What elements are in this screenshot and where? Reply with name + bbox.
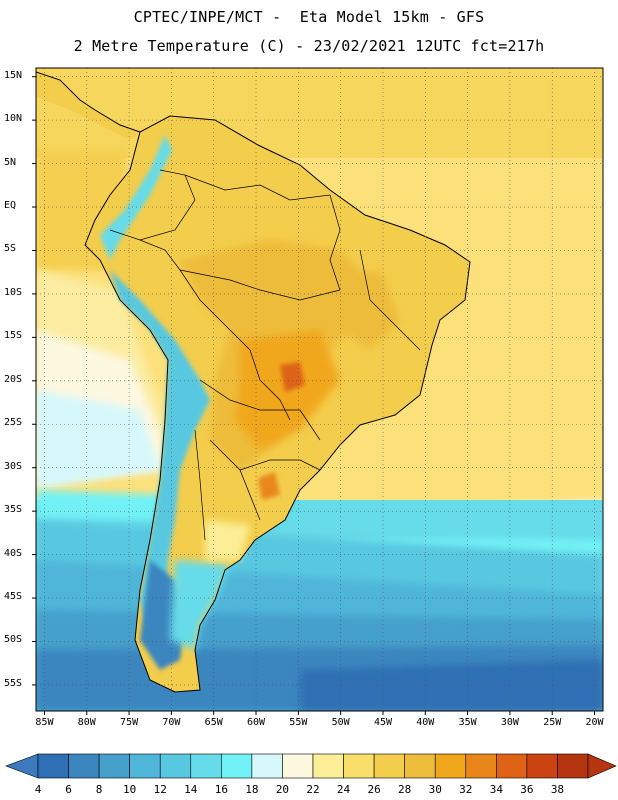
- colorbar-swatch: [496, 753, 528, 779]
- colorbar-label: 38: [550, 783, 565, 796]
- colorbar-swatch: [434, 753, 467, 779]
- colorbar-swatch: [129, 753, 161, 779]
- colorbar-label: 24: [336, 783, 351, 796]
- colorbar-label: 16: [214, 783, 228, 796]
- lon-label: 40W: [416, 717, 435, 728]
- colorbar-label: 22: [306, 783, 320, 796]
- colorbar-swatch: [282, 753, 314, 779]
- map-frame: [35, 67, 604, 712]
- colorbar-label: 20: [275, 783, 290, 796]
- colorbar-label: 32: [459, 783, 473, 796]
- lat-label: EQ: [4, 200, 17, 212]
- lon-label: 45W: [373, 717, 392, 728]
- colorbar-swatch: [526, 753, 558, 779]
- colorbar-swatch: [159, 753, 192, 779]
- lon-label: 75W: [120, 717, 139, 728]
- lat-label: 20S: [4, 373, 23, 385]
- lat-label: 25S: [4, 417, 23, 429]
- colorbar-swatch: [68, 753, 100, 779]
- colorbar-label: 26: [367, 783, 381, 796]
- colorbar-label: 36: [520, 783, 534, 796]
- colorbar-swatch: [404, 753, 436, 779]
- lon-label: 80W: [77, 717, 96, 728]
- colorbar-label: 10: [123, 783, 137, 796]
- colorbar-label: 4: [34, 783, 42, 796]
- lon-label: 85W: [35, 717, 54, 728]
- colorbar-right-arrow: [587, 753, 617, 779]
- lon-label: 70W: [162, 717, 181, 728]
- temperature-field: [36, 68, 603, 711]
- lat-label: 30S: [4, 460, 23, 472]
- lon-label: 50W: [331, 717, 350, 728]
- graticule: [36, 68, 603, 711]
- colorbar-swatch: [251, 753, 283, 779]
- colorbar-swatch: [190, 753, 222, 779]
- lat-label: 15N: [4, 69, 23, 81]
- colorbar: [5, 753, 617, 779]
- lat-label: 50S: [4, 634, 23, 646]
- lon-label: 25W: [543, 717, 562, 728]
- colorbar-swatch: [373, 753, 405, 779]
- lat-label: 10N: [4, 113, 23, 125]
- lon-label: 30W: [500, 717, 519, 728]
- colorbar-label: 28: [398, 783, 412, 796]
- colorbar-label: 6: [65, 783, 72, 796]
- lon-label: 55W: [289, 717, 308, 728]
- lat-label: 40S: [4, 547, 23, 559]
- lon-label: 20W: [585, 717, 604, 728]
- colorbar-swatch: [465, 753, 497, 779]
- colorbar-label: 18: [245, 783, 259, 796]
- lat-label: 15S: [4, 330, 23, 342]
- lat-label: 5N: [4, 156, 17, 168]
- colorbar-swatch: [343, 753, 375, 779]
- colorbar-label: 14: [184, 783, 198, 796]
- lat-label: 45S: [4, 591, 23, 603]
- colorbar-swatch: [312, 753, 344, 779]
- lat-label: 5S: [4, 243, 17, 255]
- colorbar-swatch: [37, 753, 69, 779]
- lon-label: 35W: [458, 717, 477, 728]
- colorbar-label: 30: [428, 783, 442, 796]
- lat-label: 35S: [4, 504, 23, 516]
- colorbar-label: 8: [95, 783, 103, 796]
- colorbar-left-arrow: [5, 753, 39, 779]
- lat-label: 55S: [4, 677, 23, 689]
- colorbar-label: 34: [489, 783, 503, 796]
- colorbar-label: 12: [153, 783, 167, 796]
- title-line-1: CPTEC/INPE/MCT - Eta Model 15km - GFS: [133, 8, 485, 26]
- colorbar-swatch: [98, 753, 130, 779]
- title-line-2: 2 Metre Temperature (C) - 23/02/2021 12U…: [73, 37, 545, 55]
- colorbar-swatch: [557, 753, 589, 779]
- axis-ticks: [32, 76, 596, 715]
- lon-label: 60W: [246, 717, 266, 728]
- lon-label: 65W: [204, 717, 223, 728]
- colorbar-swatch: [221, 753, 253, 779]
- lat-label: 10S: [4, 286, 23, 298]
